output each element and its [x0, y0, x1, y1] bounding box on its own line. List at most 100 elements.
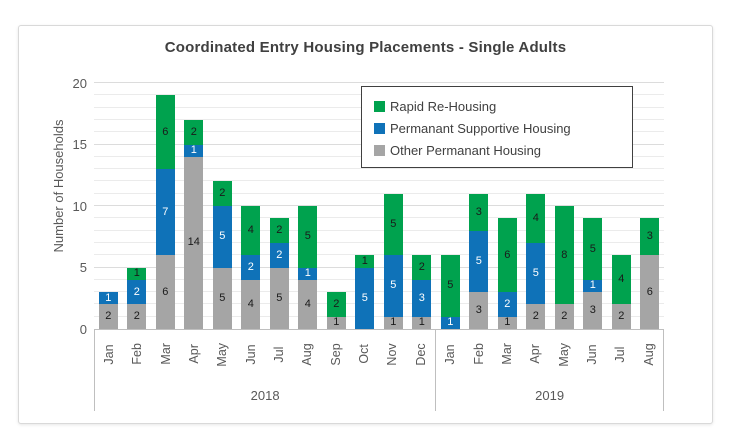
bar-segment: 2: [326, 292, 346, 317]
month-label: May: [215, 342, 230, 367]
legend-label: Permanant Supportive Housing: [390, 120, 571, 136]
bar-segment: 2: [98, 304, 118, 329]
month-labels-row: Jan Feb Mar Apr May Jun Jul Aug: [436, 329, 663, 386]
data-label: 1: [361, 254, 368, 267]
bar-segment: 2: [269, 242, 289, 268]
chart-title: Coordinated Entry Housing Placements - S…: [164, 39, 567, 56]
data-label: 5: [390, 279, 397, 292]
data-label: 2: [133, 310, 140, 323]
bar-segment: 5: [355, 267, 375, 329]
data-label: 8: [561, 248, 568, 261]
month-label: Jun: [585, 344, 600, 365]
category-apr-2019: 4 5 2: [522, 83, 551, 329]
category-aug-2018: 5 1 4: [294, 83, 323, 329]
stacked-bar: 6 2 1: [497, 218, 517, 329]
bar-segment: 1: [98, 291, 118, 305]
bar-segment: 3: [469, 193, 489, 231]
bar-segment: 3: [640, 218, 660, 256]
data-label: 4: [304, 297, 311, 310]
month-label: Feb: [471, 343, 486, 366]
gridline: [94, 241, 664, 243]
bar-segment: 1: [497, 316, 517, 329]
data-label: 1: [105, 291, 112, 304]
bar-segment: 2: [241, 255, 261, 280]
data-label: 2: [190, 125, 197, 138]
data-label: 4: [532, 211, 539, 224]
data-label: 2: [532, 310, 539, 323]
gridline: [94, 192, 664, 194]
bar-segment: 1: [127, 267, 147, 280]
bar-segment: 6: [497, 218, 517, 293]
year-label: 2018: [250, 387, 280, 403]
bar-segment: 1: [440, 316, 460, 329]
legend-item: Other Permanant Housing: [374, 139, 632, 161]
data-label: 2: [105, 310, 112, 323]
month-label: Jul: [272, 346, 287, 363]
data-label: 1: [589, 279, 596, 292]
category-mar-2018: 6 7 6: [151, 83, 180, 329]
bar-segment: 3: [412, 279, 432, 317]
month-label: Aug: [300, 343, 315, 366]
data-label: 3: [475, 205, 482, 218]
data-label: 6: [162, 285, 169, 298]
year-group-2019: Jan Feb Mar Apr May Jun Jul Aug 2019: [435, 329, 664, 411]
bar-segment: 3: [469, 292, 489, 329]
data-label: 5: [219, 291, 226, 304]
month-label: Aug: [641, 343, 656, 366]
data-label: 6: [646, 285, 653, 298]
month-label: Oct: [357, 344, 372, 365]
month-label: Mar: [158, 343, 173, 366]
data-label: 4: [247, 297, 254, 310]
year-group-2018: Jan Feb Mar Apr May Jun Jul Aug Sep Oct Nov Dec 2018: [94, 329, 435, 411]
category-nov-2018: 5 5 1: [379, 83, 408, 329]
data-label: 5: [475, 254, 482, 267]
category-feb-2019: 3 5 3: [465, 83, 494, 329]
data-label: 3: [589, 304, 596, 317]
data-label: 5: [589, 242, 596, 255]
data-label: 7: [162, 205, 169, 218]
legend-swatch-icon: [374, 144, 385, 156]
bar-segment: 1: [583, 279, 603, 293]
gridline: [94, 168, 664, 170]
stacked-bar: 4 2 4: [241, 206, 261, 329]
y-tick-label: 0: [79, 321, 87, 337]
bar-segment: 2: [269, 218, 289, 243]
legend: Rapid Re-Housing Permanant Supportive Hou…: [361, 86, 633, 168]
data-label: 2: [219, 187, 226, 200]
category-mar-2019: 6 2 1: [493, 83, 522, 329]
stacked-bar: 5 1 4: [298, 206, 318, 329]
data-label: 2: [133, 285, 140, 298]
data-label: 1: [504, 316, 511, 329]
bar-segment: 5: [440, 255, 460, 317]
month-label: Feb: [130, 343, 145, 366]
gridline: [94, 254, 664, 256]
bar-segment: 1: [383, 316, 403, 329]
month-label: Apr: [187, 344, 202, 365]
data-label: 2: [333, 297, 340, 310]
month-label: Dec: [413, 343, 428, 366]
gridline: [94, 180, 664, 182]
stacked-bar: 2 2 5: [269, 218, 289, 329]
year-label: 2019: [535, 387, 565, 403]
legend-item: Permanant Supportive Housing: [374, 117, 632, 139]
category-apr-2018: 2 1 14: [180, 83, 209, 329]
stacked-bar: 2 3 1: [412, 255, 432, 329]
data-label: 6: [504, 248, 511, 261]
bar-segment: 4: [298, 279, 318, 329]
data-label: 3: [475, 304, 482, 317]
stacked-bar: 5 1 3: [583, 218, 603, 329]
data-label: 1: [133, 267, 140, 280]
gridline: [94, 278, 664, 280]
bar-segment: 1: [184, 144, 204, 157]
data-label: 14: [187, 236, 200, 249]
x-axis-area: Jan Feb Mar Apr May Jun Jul Aug Sep Oct Nov Dec 2018…: [94, 329, 664, 411]
bar-segment: 6: [640, 255, 660, 329]
data-label: 1: [190, 144, 197, 157]
month-label: May: [556, 342, 571, 367]
month-label: Jun: [243, 344, 258, 365]
data-label: 1: [418, 316, 425, 329]
